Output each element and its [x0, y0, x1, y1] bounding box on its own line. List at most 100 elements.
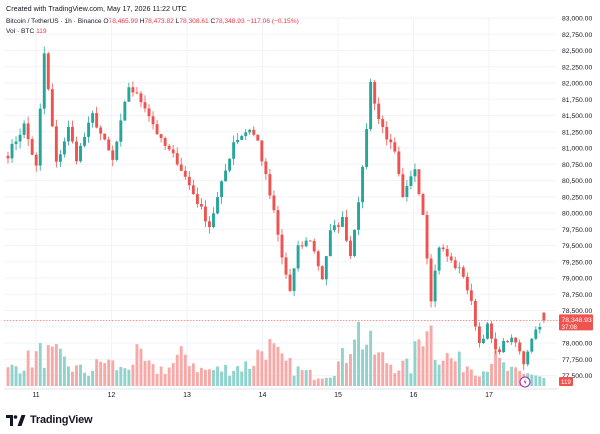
- volume-bar: [30, 367, 34, 386]
- candle-body: [167, 145, 171, 150]
- candle-body: [469, 290, 473, 301]
- volume-bar: [328, 377, 332, 386]
- volume-bar: [377, 352, 381, 386]
- candle-body: [212, 213, 215, 228]
- candle-body: [413, 169, 417, 177]
- candle-body: [461, 267, 465, 277]
- volume-bar: [111, 360, 115, 386]
- volume-bar: [6, 367, 10, 386]
- candle-body: [465, 276, 469, 291]
- candle-body: [361, 166, 365, 203]
- candle-body: [115, 141, 119, 160]
- price-tick-label: 82,750.00: [562, 32, 592, 39]
- candle-body: [296, 245, 300, 269]
- volume-bar: [87, 375, 91, 386]
- volume-bar: [292, 375, 296, 386]
- candle-body: [518, 342, 522, 352]
- volume-bar: [248, 368, 252, 386]
- low-label: L: [175, 18, 180, 25]
- candle-body: [332, 225, 336, 231]
- volume-bar: [244, 361, 248, 386]
- volume-bar: [498, 357, 502, 386]
- candle-body: [34, 154, 38, 166]
- volume-bar: [280, 353, 284, 386]
- candle-body: [54, 126, 58, 162]
- candle-body: [353, 229, 356, 256]
- volume-label[interactable]: Vol · BTC: [6, 28, 35, 35]
- volume-bar: [103, 363, 107, 386]
- volume-bar: [534, 375, 538, 386]
- candle-body: [232, 142, 236, 159]
- candle-body: [369, 81, 373, 130]
- candle-body: [224, 170, 228, 182]
- volume-bar: [405, 358, 409, 386]
- volume-bar: [445, 353, 449, 386]
- candle-body: [530, 338, 534, 352]
- candle-body: [441, 247, 445, 250]
- price-tick-label: 79,000.00: [562, 276, 592, 283]
- candle-body: [397, 151, 401, 175]
- volume-tag: [559, 377, 573, 386]
- time-tick-label: 14: [259, 392, 267, 399]
- candle-body: [58, 154, 62, 162]
- volume-histogram: [6, 321, 546, 386]
- price-tick-label: 80,000.00: [562, 211, 592, 218]
- change-value: −117.06 (−0.15%): [246, 18, 299, 25]
- volume-bar: [199, 367, 203, 386]
- candle-body: [99, 127, 103, 134]
- volume-bar: [115, 370, 119, 386]
- candle-body: [199, 204, 203, 207]
- volume-bar: [357, 321, 360, 386]
- volume-bar: [14, 366, 18, 386]
- volume-bar: [514, 367, 518, 386]
- candle-body: [494, 338, 497, 350]
- price-tick-label: 79,500.00: [562, 243, 592, 250]
- volume-bar: [175, 354, 179, 386]
- volume-bar: [409, 373, 413, 386]
- candle-body: [522, 351, 526, 365]
- volume-bar: [353, 339, 356, 386]
- candle-body: [203, 206, 207, 222]
- volume-bar: [312, 379, 316, 386]
- candle-body: [385, 126, 389, 140]
- candle-body: [457, 267, 461, 269]
- volume-bar: [373, 354, 377, 386]
- open-label: O: [103, 18, 109, 25]
- time-tick-label: 17: [485, 392, 493, 399]
- volume-bar: [345, 363, 348, 386]
- candle-body: [256, 134, 260, 141]
- volume-bar: [538, 376, 542, 386]
- time-axis: 11 12 13 14 15 16 17: [4, 388, 558, 399]
- candle-body: [127, 87, 131, 102]
- volume-bar: [224, 364, 228, 386]
- candlestick-series: [6, 46, 546, 371]
- close-value: 78,348.93: [215, 18, 245, 25]
- price-tick-label: 81,750.00: [562, 97, 592, 104]
- time-tick-label: 16: [410, 392, 418, 399]
- candle-body: [300, 245, 304, 247]
- price-tick-label: 81,250.00: [562, 129, 592, 136]
- candle-body: [357, 202, 360, 230]
- candle-body: [208, 221, 211, 228]
- candle-body: [502, 340, 506, 353]
- symbol-name[interactable]: Bitcoin / TetherUS · 1h · Binance: [6, 18, 102, 25]
- candle-body: [50, 89, 54, 127]
- candle-body: [349, 240, 352, 256]
- tradingview-logo[interactable]: TradingView: [6, 414, 93, 426]
- candle-body: [135, 92, 139, 94]
- candle-body: [477, 326, 481, 344]
- volume-bar: [272, 343, 276, 386]
- candle-body: [14, 141, 18, 144]
- volume-bar: [54, 344, 58, 386]
- volume-bar: [453, 361, 457, 386]
- candle-body: [95, 113, 99, 128]
- candle-body: [433, 270, 437, 302]
- candle-body: [228, 158, 232, 171]
- volume-legend: Vol · BTC 119: [6, 28, 47, 35]
- candle-body: [272, 195, 276, 211]
- volume-value: 119: [36, 28, 47, 35]
- candle-body: [183, 170, 187, 177]
- chart-caption: Created with TradingView.com, May 17, 20…: [6, 4, 187, 13]
- price-tick-label: 80,250.00: [562, 194, 592, 201]
